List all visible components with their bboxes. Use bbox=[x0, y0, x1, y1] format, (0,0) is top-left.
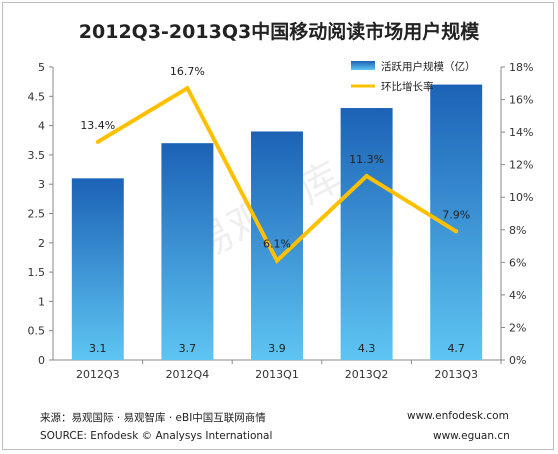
growth-rate-label: 7.9% bbox=[442, 208, 470, 221]
left-tick-label: 3 bbox=[38, 178, 45, 191]
left-tick-label: 2 bbox=[38, 237, 45, 250]
footer-source-en: SOURCE: Enfodesk © Analysys Internationa… bbox=[40, 430, 273, 442]
footer-source-cn: 来源：易观国际 · 易观智库 · eBI中国互联网商情 bbox=[40, 412, 266, 424]
right-tick-label: 10% bbox=[509, 191, 533, 204]
right-tick-label: 14% bbox=[509, 126, 533, 139]
bar-value-label: 3.7 bbox=[179, 342, 197, 355]
growth-rate-point bbox=[185, 86, 190, 91]
right-tick-label: 18% bbox=[509, 61, 533, 74]
growth-rate-label: 13.4% bbox=[80, 119, 115, 132]
left-tick-label: 0.5 bbox=[28, 325, 46, 338]
left-tick-label: 1.5 bbox=[28, 266, 46, 279]
bar-value-label: 4.3 bbox=[358, 342, 376, 355]
growth-rate-point bbox=[364, 174, 369, 179]
x-tick-label: 2013Q2 bbox=[345, 368, 389, 381]
growth-rate-point bbox=[275, 258, 279, 263]
legend-line-label: 环比增长率 bbox=[381, 80, 434, 93]
footer-url-enfodesk[interactable]: www.enfodesk.com bbox=[407, 410, 509, 422]
left-tick-label: 3.5 bbox=[28, 149, 46, 162]
left-tick-label: 4 bbox=[38, 120, 45, 133]
bar-value-label: 3.9 bbox=[268, 342, 286, 355]
right-tick-label: 16% bbox=[509, 94, 533, 107]
legend-bar-label: 活跃用户规模（亿） bbox=[381, 60, 476, 73]
growth-rate-label: 6.1% bbox=[263, 238, 291, 251]
chart-svg: 易观智库 00.511.522.533.544.55 0%2%4%6%8%10%… bbox=[28, 60, 534, 381]
bar-2012Q3 bbox=[71, 178, 124, 360]
footer-url-eguan[interactable]: www.eguan.cn bbox=[433, 430, 510, 442]
right-tick-label: 8% bbox=[509, 224, 526, 237]
right-tick-label: 12% bbox=[509, 159, 533, 172]
bar-value-label: 3.1 bbox=[89, 342, 107, 355]
bar-value-label: 4.7 bbox=[447, 342, 465, 355]
chart-frame: 2012Q3-2013Q3中国移动阅读市场用户规模 易观智库 00.511.52… bbox=[2, 2, 554, 450]
left-tick-label: 0 bbox=[38, 354, 45, 367]
growth-rate-label: 11.3% bbox=[349, 153, 384, 166]
x-tick-label: 2012Q3 bbox=[76, 368, 120, 381]
right-tick-label: 4% bbox=[509, 289, 526, 302]
legend-bar-swatch bbox=[351, 61, 375, 70]
x-tick-label: 2013Q1 bbox=[255, 368, 299, 381]
bar-2013Q2 bbox=[340, 108, 393, 361]
right-tick-label: 6% bbox=[509, 256, 526, 269]
left-tick-label: 5 bbox=[38, 61, 45, 74]
right-tick-label: 2% bbox=[509, 321, 526, 334]
right-tick-label: 0% bbox=[509, 354, 526, 367]
growth-rate-point bbox=[95, 139, 100, 144]
left-tick-label: 4.5 bbox=[28, 90, 46, 103]
growth-rate-label: 16.7% bbox=[170, 65, 205, 78]
left-tick-label: 2.5 bbox=[28, 208, 46, 221]
chart-title: 2012Q3-2013Q3中国移动阅读市场用户规模 bbox=[78, 21, 480, 43]
bar-2012Q4 bbox=[161, 143, 214, 360]
left-tick-label: 1 bbox=[38, 295, 45, 308]
growth-rate-point bbox=[454, 229, 459, 234]
x-tick-label: 2013Q3 bbox=[434, 368, 478, 381]
x-tick-label: 2012Q4 bbox=[166, 368, 210, 381]
